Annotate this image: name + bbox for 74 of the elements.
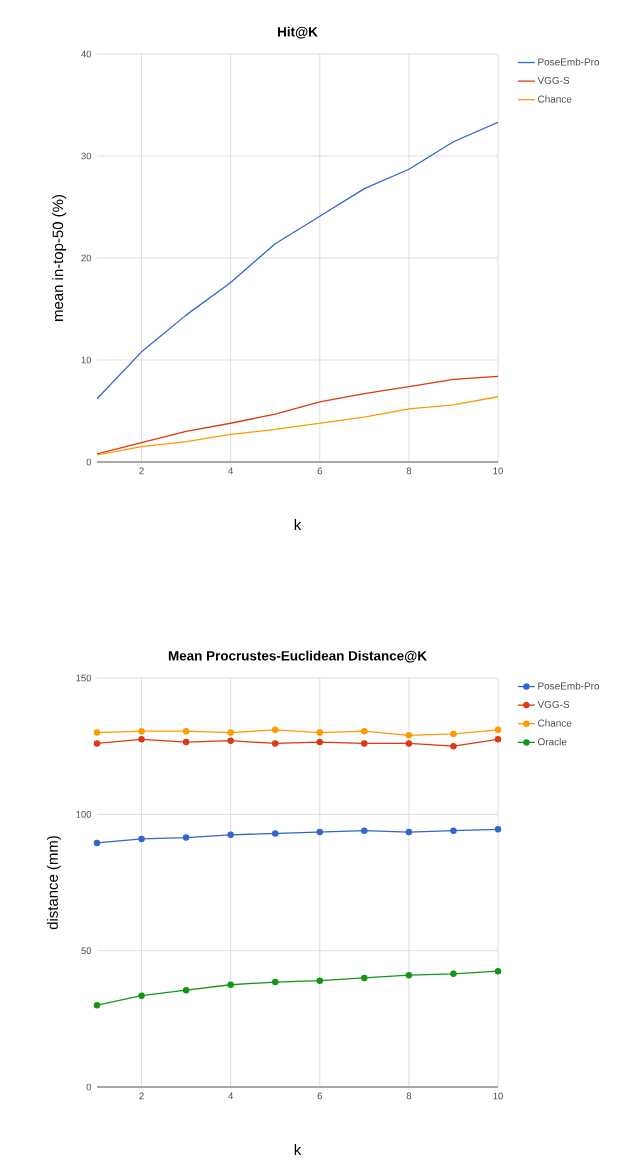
legend-label: VGG-S bbox=[537, 76, 570, 84]
y-tick-label: 20 bbox=[81, 254, 92, 262]
point bbox=[93, 740, 101, 747]
point bbox=[450, 742, 457, 750]
x-axis-title: k bbox=[294, 1144, 302, 1155]
point bbox=[450, 970, 457, 978]
point bbox=[182, 834, 190, 841]
x-tick-label: 10 bbox=[493, 467, 503, 475]
y-tick-label: 30 bbox=[81, 152, 92, 160]
chart-title: Hit@K bbox=[278, 26, 318, 39]
point bbox=[271, 726, 279, 734]
point bbox=[93, 839, 101, 847]
point bbox=[450, 827, 457, 834]
chart-title: Mean Procrustes-Euclidean Distance@K bbox=[168, 650, 427, 663]
x-tick-label: 10 bbox=[493, 1092, 503, 1100]
x-tick-label: 2 bbox=[139, 467, 144, 475]
y-tick-label: 0 bbox=[86, 458, 92, 466]
x-tick-label: 6 bbox=[317, 467, 322, 475]
legend-label: PoseEmb-Pro bbox=[538, 58, 600, 66]
point bbox=[138, 992, 145, 999]
point bbox=[405, 971, 413, 979]
point bbox=[405, 828, 413, 836]
x-tick-label: 6 bbox=[317, 1092, 322, 1100]
line-series bbox=[97, 121, 498, 400]
y-tick-label: 100 bbox=[76, 810, 92, 818]
point bbox=[361, 740, 368, 747]
x-tick-label: 4 bbox=[228, 1092, 234, 1100]
point bbox=[227, 981, 234, 989]
legend-label: Chance bbox=[538, 95, 572, 103]
point bbox=[450, 730, 457, 738]
legend-label: Oracle bbox=[537, 738, 567, 746]
y-axis-title: distance (mm) bbox=[46, 836, 61, 930]
point bbox=[316, 977, 324, 984]
point bbox=[271, 978, 279, 986]
x-axis-title: k bbox=[294, 519, 302, 530]
point bbox=[138, 727, 145, 735]
point bbox=[405, 740, 413, 747]
point bbox=[227, 831, 234, 839]
point bbox=[316, 828, 324, 836]
point bbox=[405, 732, 413, 739]
point bbox=[138, 835, 145, 843]
point bbox=[494, 826, 502, 833]
x-tick-label: 8 bbox=[406, 1092, 412, 1100]
point bbox=[494, 736, 502, 743]
point bbox=[271, 830, 279, 837]
point bbox=[138, 736, 145, 743]
point bbox=[494, 967, 502, 975]
y-tick-label: 40 bbox=[81, 50, 92, 58]
point bbox=[361, 974, 368, 982]
point bbox=[227, 729, 234, 736]
point bbox=[316, 738, 324, 746]
point bbox=[361, 727, 368, 735]
x-tick-label: 4 bbox=[228, 467, 234, 475]
point bbox=[93, 1001, 101, 1009]
point bbox=[182, 727, 190, 735]
line-series bbox=[97, 375, 498, 455]
point bbox=[494, 726, 502, 734]
point bbox=[271, 740, 279, 747]
point bbox=[182, 738, 190, 746]
x-tick-label: 8 bbox=[406, 467, 412, 475]
x-tick-label: 2 bbox=[139, 1092, 144, 1100]
legend-label: PoseEmb-Pro bbox=[538, 682, 600, 690]
legend-label: VGG-S bbox=[537, 700, 570, 708]
y-tick-label: 0 bbox=[86, 1083, 92, 1091]
point bbox=[93, 729, 101, 736]
legend-label: Chance bbox=[538, 719, 572, 727]
point bbox=[316, 729, 324, 736]
y-tick-label: 50 bbox=[81, 947, 92, 955]
point bbox=[182, 986, 190, 994]
point bbox=[361, 827, 368, 834]
y-axis-title: mean in-top-50 (%) bbox=[52, 195, 67, 321]
y-tick-label: 150 bbox=[76, 674, 92, 682]
point bbox=[227, 737, 234, 744]
y-tick-label: 10 bbox=[81, 356, 92, 364]
